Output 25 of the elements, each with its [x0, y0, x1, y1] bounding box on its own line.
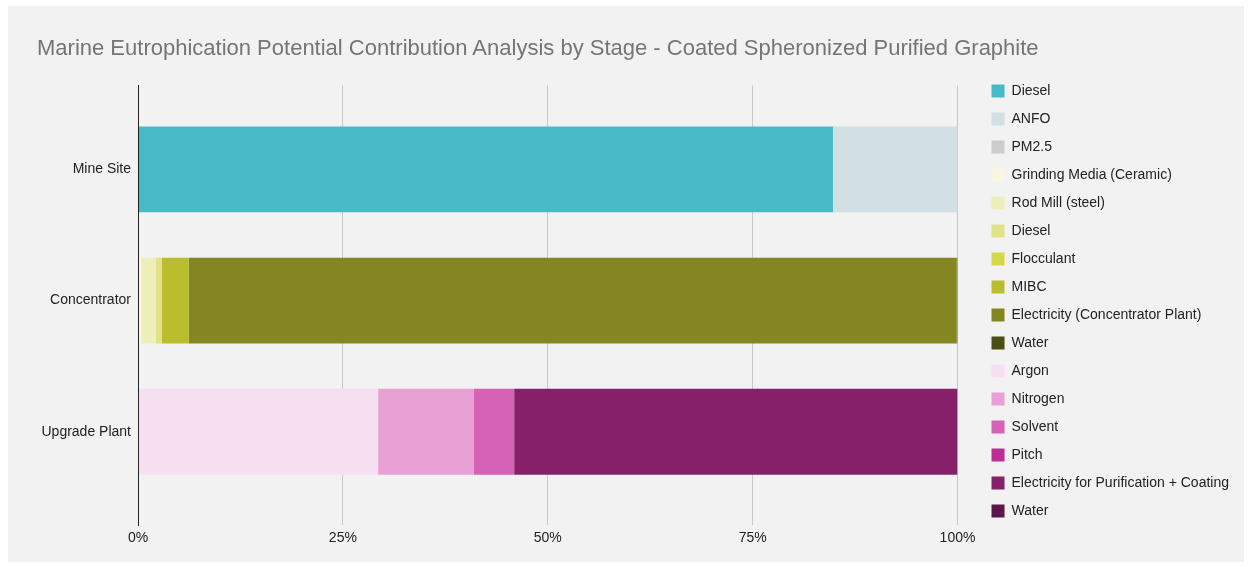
- chart-title: Marine Eutrophication Potential Contribution Analysis by Stage - Coated Spheronized Purified Graphite: [37, 35, 1039, 61]
- legend-label: PM2.5: [1011, 137, 1053, 154]
- x-tick-label: 100%: [939, 529, 976, 546]
- legend-label: Grinding Media (Ceramic): [1011, 165, 1172, 182]
- legend-label: Water: [1011, 501, 1049, 518]
- legend-label: Flocculant: [1011, 249, 1076, 266]
- legend-label: MIBC: [1011, 277, 1047, 294]
- x-tick-label: 0%: [127, 529, 149, 546]
- legend-label: Electricity (Concentrator Plant): [1011, 305, 1202, 322]
- legend-label: Pitch: [1011, 445, 1043, 462]
- x-tick-label: 50%: [533, 529, 562, 546]
- legend-label: Water: [1011, 333, 1049, 350]
- legend-label: Argon: [1011, 361, 1049, 378]
- x-tick-label: 25%: [328, 529, 357, 546]
- y-tick-label: Concentrator: [50, 291, 132, 308]
- legend-label: Diesel: [1011, 81, 1051, 98]
- y-tick-label: Upgrade Plant: [41, 422, 132, 439]
- legend-label: ANFO: [1011, 109, 1051, 126]
- legend-label: Nitrogen: [1011, 389, 1065, 406]
- legend-label: Electricity for Purification + Coating: [1011, 473, 1230, 490]
- legend-label: Solvent: [1011, 417, 1059, 434]
- legend-label: Diesel: [1011, 221, 1051, 238]
- legend-label: Rod Mill (steel): [1011, 193, 1105, 210]
- y-tick-label: Mine Site: [72, 160, 132, 177]
- x-tick-label: 75%: [738, 529, 767, 546]
